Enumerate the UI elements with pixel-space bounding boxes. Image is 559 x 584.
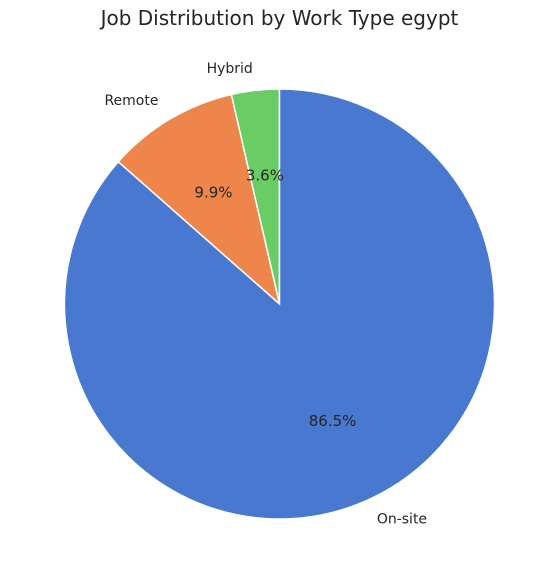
category-label-remote: Remote xyxy=(104,93,158,109)
percent-label-remote: 9.9% xyxy=(194,184,232,202)
category-label-hybrid: Hybrid xyxy=(207,61,253,77)
category-label-on-site: On-site xyxy=(377,512,427,528)
percent-label-hybrid: 3.6% xyxy=(246,166,284,184)
chart-title: Job Distribution by Work Type egypt xyxy=(99,6,459,30)
pie-slice-remote xyxy=(117,93,281,307)
pie-labels: Hybrid 3.6% Remote 9.9% On-site 86.5% xyxy=(104,61,427,528)
pie-slices xyxy=(63,88,496,520)
percent-label-on-site: 86.5% xyxy=(309,412,357,430)
pie-slice-on-site xyxy=(63,88,496,520)
